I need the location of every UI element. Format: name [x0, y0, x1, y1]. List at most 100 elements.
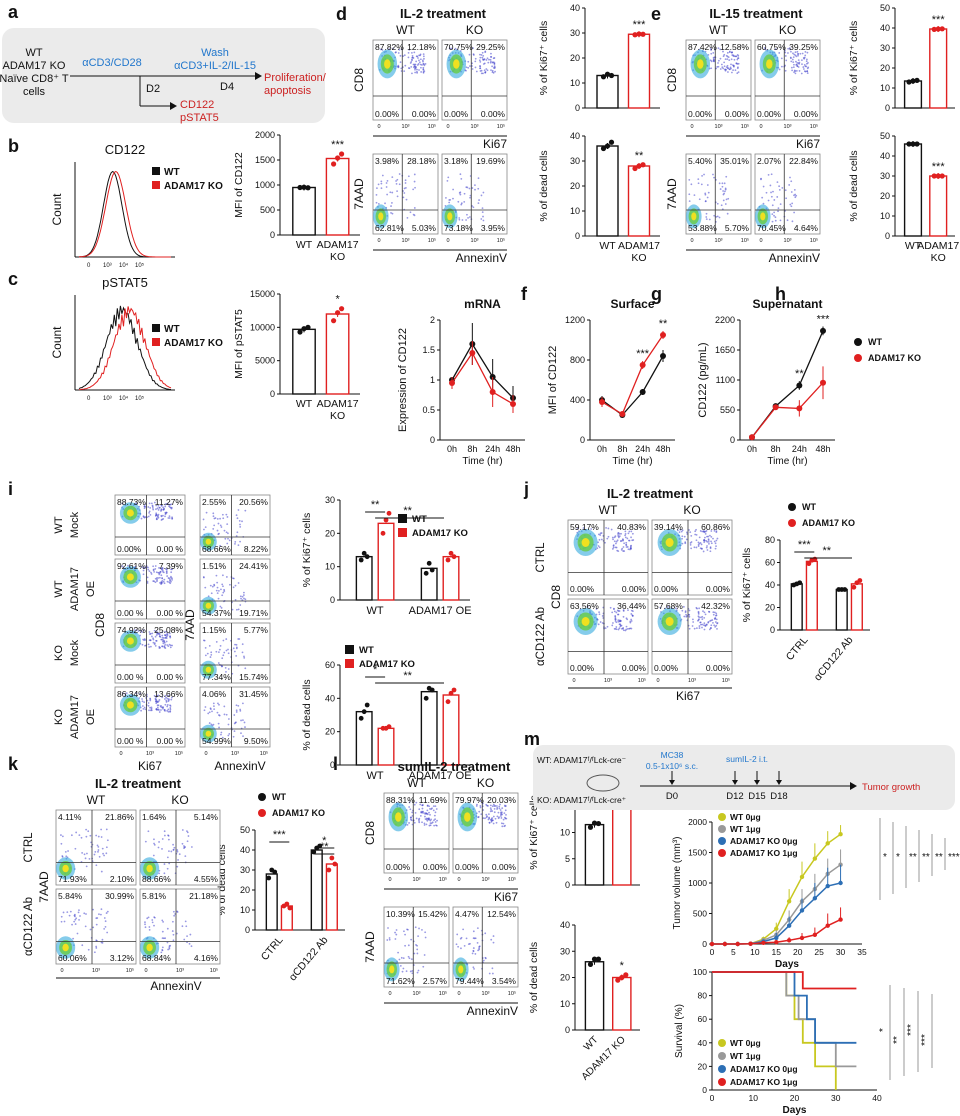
d-flow-event	[422, 53, 425, 56]
j-flow-event	[701, 623, 704, 626]
d-flow-event	[481, 207, 484, 210]
j-flow-event	[703, 622, 706, 625]
k-row-label: CTRL	[23, 832, 35, 863]
k-flow-event	[144, 921, 146, 924]
n2-significance: **	[892, 1036, 903, 1044]
k-flow-event	[104, 925, 107, 928]
d-flow-density	[447, 212, 453, 221]
f-point	[449, 380, 455, 386]
k-flow-event	[96, 844, 99, 847]
d-flow-event	[474, 57, 477, 60]
k-point	[266, 875, 272, 881]
i-flow-event	[225, 638, 228, 640]
e-col-ko: KO	[779, 23, 796, 37]
d-flow-event	[480, 69, 483, 72]
i-flow-event	[243, 591, 245, 594]
d-flow-event	[471, 68, 474, 70]
i-flow-event	[163, 582, 166, 585]
d-flow-event	[468, 53, 471, 56]
l-flow-event	[490, 820, 493, 823]
k-flow-event	[184, 855, 187, 858]
k-flow-event	[68, 914, 71, 917]
l-flow-event	[429, 822, 432, 825]
j-col-ko: KO	[683, 503, 700, 517]
k-flow-event	[83, 853, 86, 856]
e-flow-event	[796, 61, 799, 64]
l-flow-event	[402, 957, 405, 960]
cells-label: Naïve CD8⁺ T	[0, 73, 69, 85]
k-flow-quadrant: 1.64%	[142, 812, 167, 822]
i-flow-event	[158, 647, 161, 649]
l-flow-event	[491, 972, 494, 975]
readout-label: CD122	[180, 99, 214, 111]
j-flow-event	[617, 532, 619, 535]
l-flow-event	[388, 938, 391, 941]
e-flow-event	[700, 183, 703, 186]
e-flow-event	[792, 56, 795, 59]
j-flow-event	[701, 626, 703, 629]
d-flow-event	[404, 179, 407, 182]
d-flow-event	[407, 56, 410, 59]
i-flow-quadrant: 2.55%	[202, 497, 227, 507]
stim-label: Wash	[201, 47, 229, 59]
d-flow-event	[449, 198, 452, 201]
l-flow-event	[411, 972, 414, 975]
e1-point	[935, 26, 941, 32]
k-flow-event	[87, 830, 90, 833]
g-title: Surface	[610, 297, 654, 311]
k-flow-event	[144, 923, 146, 926]
d-flow-event	[469, 65, 471, 67]
d2-point	[608, 139, 615, 145]
l-flow-event	[434, 805, 437, 808]
i-flow-event	[164, 694, 167, 697]
j-flow-event	[697, 619, 700, 621]
n1-point	[774, 939, 779, 945]
d-flow-event	[414, 63, 417, 66]
l-flow-event	[489, 810, 492, 813]
l-flow-tick: 10³	[482, 991, 490, 997]
n1-x-tick-label: 10	[750, 947, 760, 957]
j-flow-event	[613, 610, 616, 613]
e-flow-tick: 10³	[784, 124, 792, 130]
j-flow-event	[630, 530, 633, 533]
e-flow-event	[762, 202, 765, 205]
d-flow-tick: 10³	[471, 124, 479, 130]
l-flow-event	[473, 937, 476, 940]
l-flow-event	[423, 822, 426, 825]
l-flow-event	[408, 806, 411, 808]
k-flow-event	[81, 852, 84, 854]
e-flow-event	[730, 67, 732, 70]
j-flow-event	[621, 538, 624, 541]
i-flow-event	[162, 508, 165, 511]
e-flow-event	[697, 178, 700, 181]
d-flow-quadrant: 3.95%	[481, 223, 506, 233]
f-y-tick-label: 0	[430, 435, 435, 445]
l-flow-event	[502, 822, 505, 825]
b-legend-swatch-ko	[152, 181, 160, 189]
e-flow-event	[777, 210, 779, 213]
d-flow-quadrant: 5.03%	[412, 223, 437, 233]
c-ylabel: MFI of pSTAT5	[233, 309, 245, 379]
i-flow-quadrant: 68.66%	[202, 544, 231, 554]
j-flow-event	[699, 547, 702, 550]
i-flow-density	[126, 637, 134, 645]
j-flow-event	[678, 531, 681, 534]
e-flow-event	[767, 173, 770, 176]
d-flow-event	[460, 178, 463, 180]
l-flow-event	[423, 954, 426, 956]
d-title: IL-2 treatment	[400, 6, 487, 21]
i-flow-event	[163, 578, 166, 581]
k-flow-event	[98, 913, 100, 916]
i-flow-event	[154, 565, 157, 567]
i-flow-event	[167, 699, 170, 702]
d-flow-event	[418, 59, 420, 62]
e2-x-label: KO	[931, 252, 946, 264]
i-flow-event	[221, 594, 224, 597]
e-flow-event	[724, 68, 727, 71]
e2-point	[906, 141, 912, 147]
e-flow-event	[789, 203, 792, 206]
i2-group-label: WT	[367, 770, 384, 782]
k-flow-event	[101, 941, 104, 944]
k-flow-event	[153, 842, 155, 845]
i-flow-event	[239, 708, 242, 711]
